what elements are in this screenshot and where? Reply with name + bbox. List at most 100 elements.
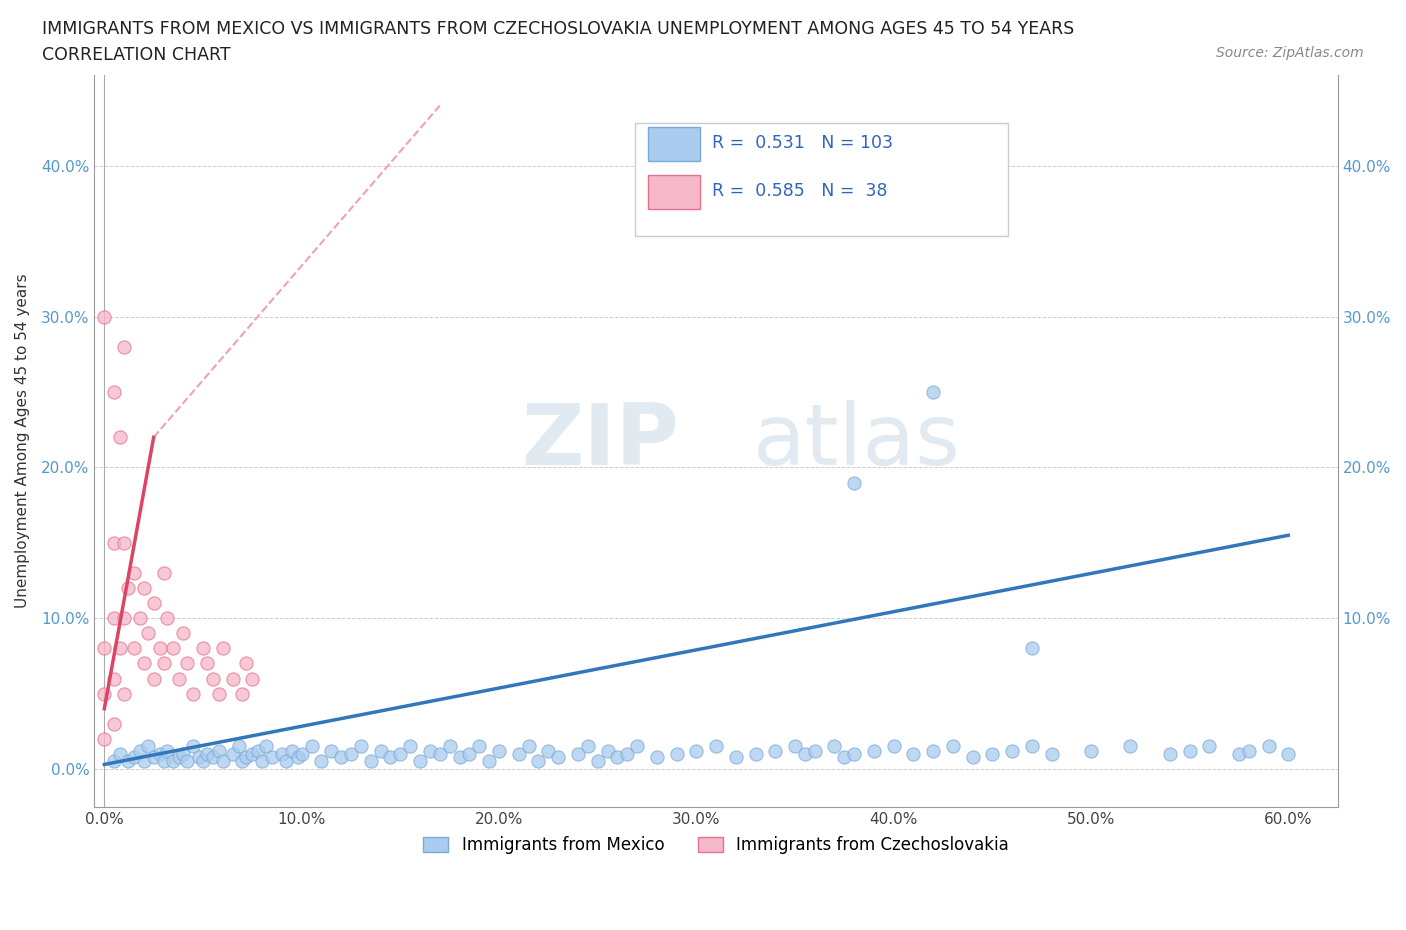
FancyBboxPatch shape bbox=[636, 123, 1008, 236]
Point bbox=[122, 565, 145, 580]
Point bbox=[195, 656, 218, 671]
Point bbox=[122, 641, 145, 656]
Point bbox=[208, 743, 231, 758]
Point bbox=[271, 747, 294, 762]
Point bbox=[231, 686, 253, 701]
Point bbox=[586, 754, 609, 769]
Point bbox=[117, 580, 139, 595]
Point bbox=[149, 641, 172, 656]
Point bbox=[112, 339, 135, 354]
Point bbox=[1277, 747, 1299, 762]
Point bbox=[93, 686, 115, 701]
Point bbox=[132, 754, 155, 769]
Point bbox=[537, 743, 560, 758]
Point bbox=[152, 565, 174, 580]
Point bbox=[844, 475, 866, 490]
Point bbox=[211, 641, 233, 656]
Point bbox=[1021, 739, 1043, 754]
Point bbox=[156, 611, 179, 626]
Point bbox=[274, 754, 297, 769]
Point bbox=[834, 750, 856, 764]
Point bbox=[1159, 747, 1181, 762]
Point bbox=[122, 750, 145, 764]
Point bbox=[136, 626, 159, 641]
Point bbox=[142, 596, 165, 611]
Point bbox=[169, 750, 191, 764]
Point bbox=[287, 750, 309, 764]
FancyBboxPatch shape bbox=[648, 175, 700, 208]
Point bbox=[112, 686, 135, 701]
Point bbox=[508, 747, 530, 762]
Point bbox=[478, 754, 501, 769]
Point bbox=[1227, 747, 1250, 762]
Point bbox=[169, 671, 191, 686]
Point bbox=[370, 743, 392, 758]
Point bbox=[228, 739, 250, 754]
Point bbox=[981, 747, 1004, 762]
Point bbox=[626, 739, 648, 754]
Point bbox=[195, 747, 218, 762]
Point bbox=[360, 754, 382, 769]
Point bbox=[247, 743, 270, 758]
Point bbox=[117, 754, 139, 769]
Point bbox=[262, 750, 284, 764]
Point bbox=[142, 750, 165, 764]
Text: Source: ZipAtlas.com: Source: ZipAtlas.com bbox=[1216, 46, 1364, 60]
Point bbox=[744, 747, 766, 762]
Point bbox=[301, 739, 323, 754]
Point bbox=[468, 739, 491, 754]
Point bbox=[823, 739, 845, 754]
Point bbox=[488, 743, 510, 758]
Point bbox=[149, 747, 172, 762]
Point bbox=[1021, 641, 1043, 656]
Point bbox=[922, 743, 945, 758]
Point bbox=[188, 750, 211, 764]
Point bbox=[409, 754, 432, 769]
Point bbox=[527, 754, 550, 769]
Point bbox=[942, 739, 965, 754]
Text: R =  0.531   N = 103: R = 0.531 N = 103 bbox=[713, 135, 893, 153]
Point bbox=[606, 750, 628, 764]
Point bbox=[201, 671, 224, 686]
Point bbox=[132, 580, 155, 595]
Point bbox=[665, 747, 688, 762]
Point bbox=[399, 739, 422, 754]
Point bbox=[596, 743, 619, 758]
Point bbox=[1257, 739, 1279, 754]
Point bbox=[142, 671, 165, 686]
Point bbox=[1198, 739, 1220, 754]
Point bbox=[380, 750, 402, 764]
Point bbox=[458, 747, 481, 762]
Point bbox=[419, 743, 441, 758]
Point bbox=[231, 754, 253, 769]
Point bbox=[176, 656, 198, 671]
Point bbox=[152, 754, 174, 769]
Point bbox=[235, 750, 257, 764]
Point bbox=[240, 747, 263, 762]
Point bbox=[191, 641, 214, 656]
Point bbox=[221, 671, 243, 686]
Point bbox=[704, 739, 727, 754]
Point bbox=[162, 754, 184, 769]
Point bbox=[922, 385, 945, 400]
Point bbox=[112, 536, 135, 551]
Point bbox=[93, 641, 115, 656]
Text: atlas: atlas bbox=[754, 400, 962, 483]
Point bbox=[240, 671, 263, 686]
Point bbox=[156, 743, 179, 758]
Point bbox=[517, 739, 540, 754]
Point bbox=[211, 754, 233, 769]
Text: CORRELATION CHART: CORRELATION CHART bbox=[42, 46, 231, 64]
Point bbox=[281, 743, 304, 758]
Point bbox=[208, 686, 231, 701]
Point bbox=[321, 743, 343, 758]
Point bbox=[429, 747, 451, 762]
Point bbox=[103, 611, 125, 626]
Point bbox=[883, 739, 905, 754]
Point bbox=[132, 656, 155, 671]
Point bbox=[176, 754, 198, 769]
Point bbox=[112, 611, 135, 626]
FancyBboxPatch shape bbox=[648, 127, 700, 161]
Point bbox=[1178, 743, 1201, 758]
Point bbox=[616, 747, 638, 762]
